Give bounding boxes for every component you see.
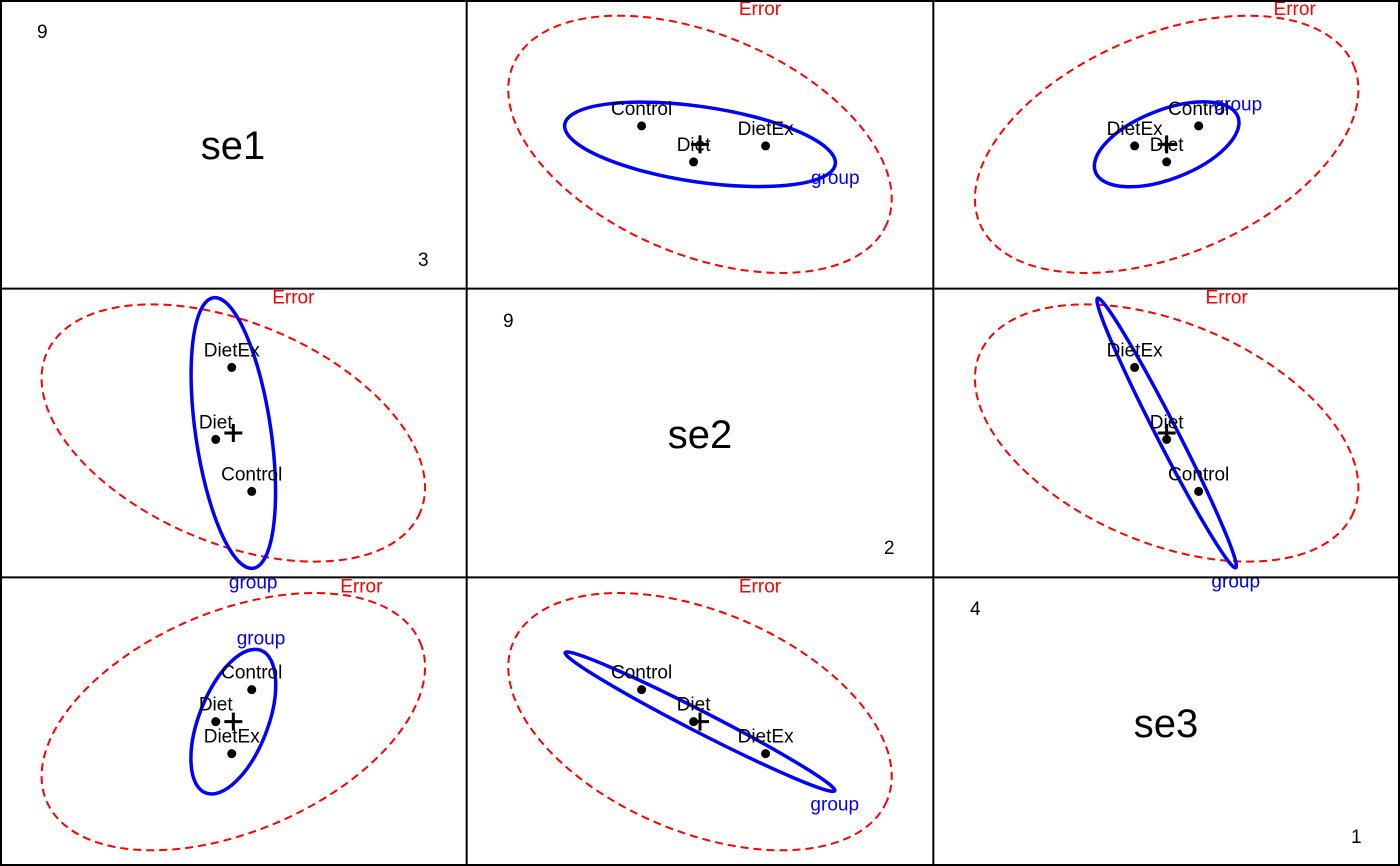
group-label: DietEx bbox=[738, 119, 794, 140]
group-mean-point bbox=[1130, 362, 1140, 372]
diag-var-se3: se3 bbox=[1134, 702, 1199, 746]
hypothesis-ellipse bbox=[189, 295, 278, 571]
group-mean-point bbox=[1130, 141, 1140, 151]
group-label: Control bbox=[221, 663, 282, 684]
error-label: Error bbox=[1274, 0, 1317, 20]
hypothesis-label: group bbox=[1211, 572, 1260, 593]
group-mean-point bbox=[247, 486, 257, 496]
group-mean-point bbox=[227, 362, 237, 372]
grand-mean-marker bbox=[1157, 135, 1176, 154]
group-mean-point bbox=[211, 434, 221, 444]
diag-min-se3: 1 bbox=[1351, 827, 1362, 848]
diag-var-se2: se2 bbox=[668, 413, 733, 457]
group-label: Diet bbox=[677, 135, 712, 156]
group-mean-point bbox=[689, 157, 699, 167]
hypothesis-label: group bbox=[237, 628, 286, 649]
group-label: DietEx bbox=[204, 340, 260, 361]
group-label: DietEx bbox=[1107, 119, 1163, 140]
error-ellipse bbox=[973, 14, 1360, 274]
group-label: Control bbox=[611, 99, 672, 120]
group-label: DietEx bbox=[204, 727, 260, 748]
group-label: Diet bbox=[199, 695, 234, 716]
diag-max-se1: 9 bbox=[37, 22, 48, 43]
group-mean-point bbox=[1194, 121, 1204, 131]
error-ellipse bbox=[973, 303, 1360, 563]
hypothesis-label: group bbox=[810, 795, 859, 816]
diag-max-se2: 9 bbox=[503, 311, 514, 332]
group-label: Control bbox=[1168, 464, 1229, 485]
error-label: Error bbox=[272, 288, 315, 309]
hypothesis-ellipse bbox=[1092, 100, 1241, 189]
group-mean-point bbox=[227, 749, 237, 759]
grand-mean-marker bbox=[224, 424, 243, 442]
hypothesis-ellipse bbox=[1095, 296, 1239, 570]
diag-min-se1: 3 bbox=[418, 250, 429, 271]
grand-mean-marker bbox=[224, 712, 243, 731]
hypothesis-label: group bbox=[229, 572, 278, 593]
grand-mean-marker bbox=[691, 135, 709, 154]
group-mean-point bbox=[247, 685, 257, 695]
diag-max-se3: 4 bbox=[970, 599, 981, 620]
group-label: DietEx bbox=[1107, 340, 1163, 361]
diag-min-se2: 2 bbox=[884, 538, 895, 559]
error-ellipse bbox=[507, 14, 893, 274]
group-label: Control bbox=[1168, 99, 1229, 120]
group-mean-point bbox=[761, 749, 771, 759]
point-layer bbox=[211, 121, 1204, 759]
error-ellipse bbox=[40, 303, 427, 563]
group-label: DietEx bbox=[738, 727, 794, 748]
hypothesis-ellipse bbox=[189, 647, 278, 796]
group-mean-point bbox=[637, 121, 647, 131]
diag-var-se1: se1 bbox=[201, 124, 266, 168]
group-label: Diet bbox=[1150, 135, 1185, 156]
group-mean-point bbox=[637, 685, 647, 695]
label-layer: DietExDietControlgroupErrorControlDietDi… bbox=[199, 0, 1317, 816]
error-label: Error bbox=[739, 0, 782, 20]
group-mean-point bbox=[1162, 157, 1172, 167]
group-mean-point bbox=[1194, 486, 1204, 496]
hypothesis-label: group bbox=[811, 168, 860, 189]
group-label: Diet bbox=[677, 695, 712, 716]
hypothesis-ellipse bbox=[563, 650, 837, 794]
group-mean-point bbox=[761, 141, 771, 151]
error-ellipse bbox=[40, 592, 427, 852]
error-ellipse bbox=[507, 592, 893, 852]
hypothesis-ellipse bbox=[562, 100, 838, 189]
group-mean-point bbox=[211, 717, 221, 727]
group-label: Control bbox=[221, 464, 282, 485]
group-label: Diet bbox=[1150, 412, 1185, 433]
group-label: Diet bbox=[199, 412, 234, 433]
ellipse-layer bbox=[40, 14, 1360, 852]
error-label: Error bbox=[739, 576, 782, 597]
group-mean-point bbox=[689, 717, 699, 727]
error-label: Error bbox=[340, 576, 383, 597]
group-label: Control bbox=[611, 663, 672, 684]
error-label: Error bbox=[1206, 288, 1249, 309]
hypothesis-label: group bbox=[1214, 95, 1263, 116]
group-mean-point bbox=[1162, 434, 1172, 444]
